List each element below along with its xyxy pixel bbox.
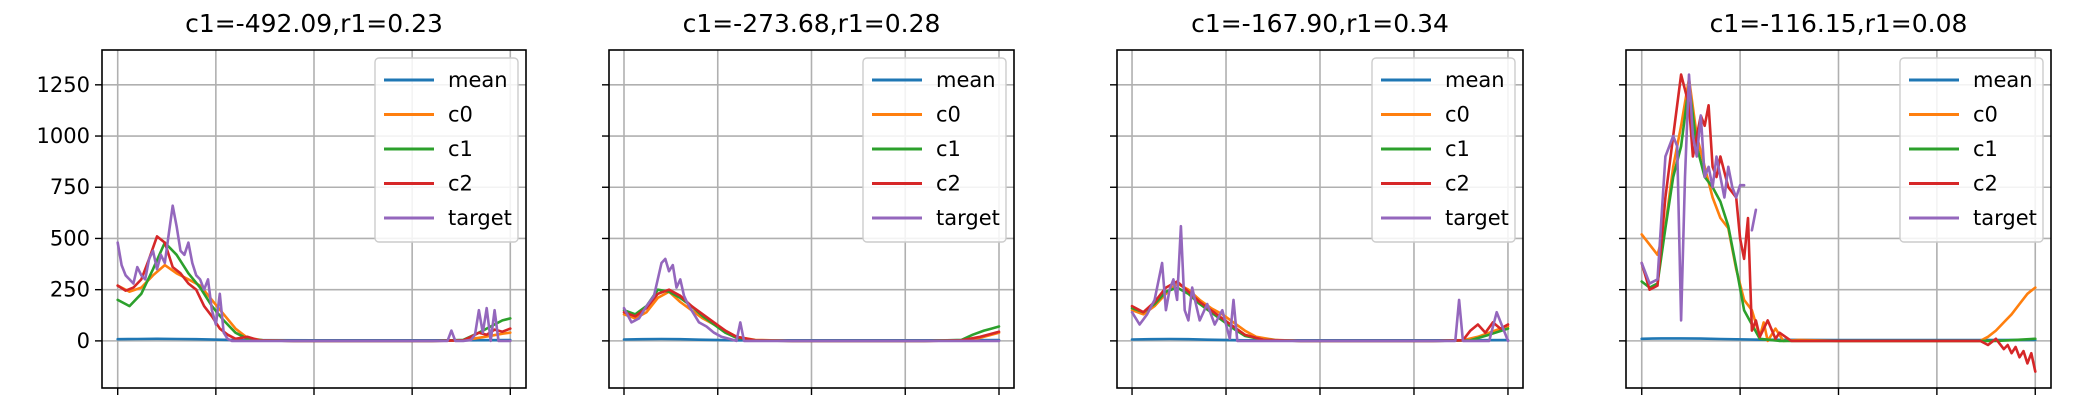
- series-lines: [1640, 73, 2037, 373]
- legend-label-c1: c1: [936, 137, 961, 161]
- legend: mean c0 c1 c2 target: [862, 57, 1007, 243]
- legend-label-target: target: [1445, 206, 1509, 230]
- legend-label-c2: c2: [936, 172, 961, 196]
- legend-label-c2: c2: [448, 172, 473, 196]
- subplot-3: c1=-167.90,r1=0.34 mean c0 c1 c2 target: [1110, 9, 1524, 395]
- legend: mean c0 c1 c2 target: [1899, 57, 2044, 243]
- axes-frame: [1625, 49, 2052, 389]
- y-tick-label: 1250: [37, 73, 90, 97]
- legend-label-mean: mean: [448, 68, 508, 92]
- legend-label-mean: mean: [1973, 68, 2033, 92]
- series-line-target: [1130, 224, 1510, 343]
- legend-label-target: target: [448, 206, 512, 230]
- series-line-target: [116, 204, 512, 343]
- y-tick-label: 750: [50, 175, 90, 199]
- legend-label-c0: c0: [1445, 103, 1470, 127]
- legend-label-c2: c2: [1445, 172, 1470, 196]
- series-line-c0: [116, 263, 512, 343]
- y-tick-label: 500: [50, 226, 90, 250]
- axes-frame: [608, 49, 1015, 389]
- series-line-target: [1640, 73, 1758, 322]
- subplot-2: c1=-273.68,r1=0.28 mean c0 c1 c2 target: [602, 9, 1015, 395]
- legend-label-c1: c1: [448, 137, 473, 161]
- legend-label-c0: c0: [448, 103, 473, 127]
- y-tick-label: 0: [77, 329, 90, 353]
- legend: mean c0 c1 c2 target: [1371, 57, 1516, 243]
- legend-label-c0: c0: [936, 103, 961, 127]
- axes-frame: [101, 49, 527, 389]
- series-line-target: [622, 257, 1001, 343]
- legend-label-c1: c1: [1973, 137, 1998, 161]
- legend-label-c1: c1: [1445, 137, 1470, 161]
- series-line-c1: [622, 288, 1001, 343]
- chart-title: c1=-116.15,r1=0.08: [1710, 9, 1968, 38]
- y-tick-label: 250: [50, 278, 90, 302]
- legend-box: [862, 57, 1007, 243]
- legend: mean c0 c1 c2 target: [374, 57, 519, 243]
- legend-label-target: target: [936, 206, 1000, 230]
- chart-title: c1=-167.90,r1=0.34: [1191, 9, 1449, 38]
- chart-title: c1=-492.09,r1=0.23: [185, 9, 443, 38]
- legend-box: [374, 57, 519, 243]
- chart-title: c1=-273.68,r1=0.28: [683, 9, 941, 38]
- legend-label-c2: c2: [1973, 172, 1998, 196]
- y-tick-label: 1000: [37, 124, 90, 148]
- legend-label-c0: c0: [1973, 103, 1998, 127]
- series-lines: [1130, 224, 1510, 343]
- legend-label-mean: mean: [936, 68, 996, 92]
- legend-box: [1371, 57, 1516, 243]
- legend-label-mean: mean: [1445, 68, 1505, 92]
- legend-label-target: target: [1973, 206, 2037, 230]
- subplot-1: 0 250 500 750 1000 1250 c1=-492.09,r1=0.23 mean…: [37, 9, 527, 395]
- axes-frame: [1116, 49, 1524, 389]
- subplot-4: c1=-116.15,r1=0.08 mean c0 c1 c2 target: [1619, 9, 2052, 395]
- series-lines: [116, 204, 512, 343]
- legend-box: [1899, 57, 2044, 243]
- series-line-c2: [1640, 73, 2037, 373]
- series-lines: [622, 257, 1001, 343]
